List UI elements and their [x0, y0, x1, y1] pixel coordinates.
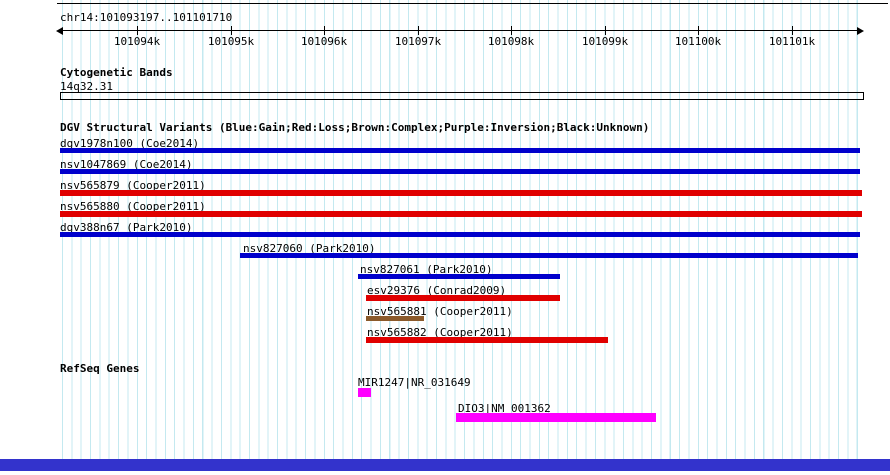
ruler-tick — [418, 26, 419, 35]
variant-label[interactable]: dgv388n67 (Park2010) — [60, 221, 193, 234]
ruler-tick — [324, 26, 325, 35]
ruler-tick-label: 101097k — [394, 35, 442, 48]
variant-bar[interactable] — [60, 211, 862, 217]
variant-bar[interactable] — [60, 169, 860, 174]
variant-label[interactable]: nsv565880 (Cooper2011) — [60, 200, 206, 213]
ruler-tick — [231, 26, 232, 35]
cytoband-name: 14q32.31 — [60, 80, 113, 93]
variant-bar[interactable] — [60, 148, 860, 153]
variant-label[interactable]: nsv565882 (Cooper2011) — [367, 326, 513, 339]
gene-label[interactable]: MIR1247|NR_031649 — [358, 376, 471, 389]
ruler-tick-label: 101099k — [581, 35, 629, 48]
ruler-tick — [792, 26, 793, 35]
ruler-tick — [137, 26, 138, 35]
overview-bar — [0, 459, 890, 471]
variant-bar[interactable] — [60, 190, 862, 196]
ruler-tick — [511, 26, 512, 35]
ruler-tick-label: 101098k — [487, 35, 535, 48]
variant-bar[interactable] — [60, 232, 860, 237]
grid-lines — [62, 0, 859, 459]
ruler-left-arrow-icon — [56, 27, 63, 35]
variant-label[interactable]: esv29376 (Conrad2009) — [367, 284, 507, 297]
ruler-tick-label: 101100k — [674, 35, 722, 48]
dgv-track-title: DGV Structural Variants (Blue:Gain;Red:L… — [60, 121, 650, 134]
gene-label[interactable]: DIO3|NM_001362 — [458, 402, 551, 415]
region-label: chr14:101093197..101101710 — [60, 11, 233, 24]
ruler-line — [62, 30, 858, 31]
refseq-genes-title: RefSeq Genes — [60, 362, 140, 375]
cytogenetic-bands-title: Cytogenetic Bands — [60, 66, 173, 79]
ruler-right-arrow-icon — [857, 27, 864, 35]
gene-bar[interactable] — [358, 388, 371, 397]
variant-bar[interactable] — [240, 253, 858, 258]
ruler-tick — [605, 26, 606, 35]
ruler-tick-label: 101096k — [300, 35, 348, 48]
ruler-tick-label: 101095k — [207, 35, 255, 48]
variant-bar[interactable] — [358, 274, 560, 279]
variant-label[interactable]: nsv565881 (Cooper2011) — [367, 305, 513, 318]
variant-label[interactable]: dgv1978n100 (Coe2014) — [60, 137, 200, 150]
ruler-tick-label: 101101k — [768, 35, 816, 48]
variant-bar[interactable] — [366, 316, 424, 321]
gene-bar[interactable] — [456, 413, 656, 422]
variant-label[interactable]: nsv827061 (Park2010) — [360, 263, 493, 276]
variant-label[interactable]: nsv1047869 (Coe2014) — [60, 158, 193, 171]
panel-top-border — [57, 3, 888, 4]
variant-bar[interactable] — [366, 337, 608, 343]
cytoband-track — [60, 92, 864, 100]
variant-bar[interactable] — [366, 295, 560, 301]
ruler-tick — [698, 26, 699, 35]
ruler-tick-label: 101094k — [113, 35, 161, 48]
variant-label[interactable]: nsv827060 (Park2010) — [243, 242, 376, 255]
variant-label[interactable]: nsv565879 (Cooper2011) — [60, 179, 206, 192]
